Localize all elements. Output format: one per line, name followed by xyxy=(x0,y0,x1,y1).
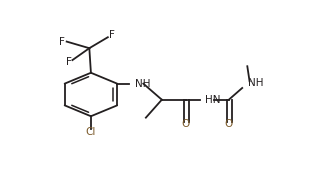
Text: HN: HN xyxy=(205,95,220,105)
Text: Cl: Cl xyxy=(86,127,96,137)
Text: O: O xyxy=(182,119,190,129)
Text: NH: NH xyxy=(248,78,263,88)
Text: F: F xyxy=(66,57,71,67)
Text: O: O xyxy=(225,119,233,129)
Text: F: F xyxy=(109,30,115,40)
Text: F: F xyxy=(59,37,65,46)
Text: NH: NH xyxy=(135,79,150,89)
